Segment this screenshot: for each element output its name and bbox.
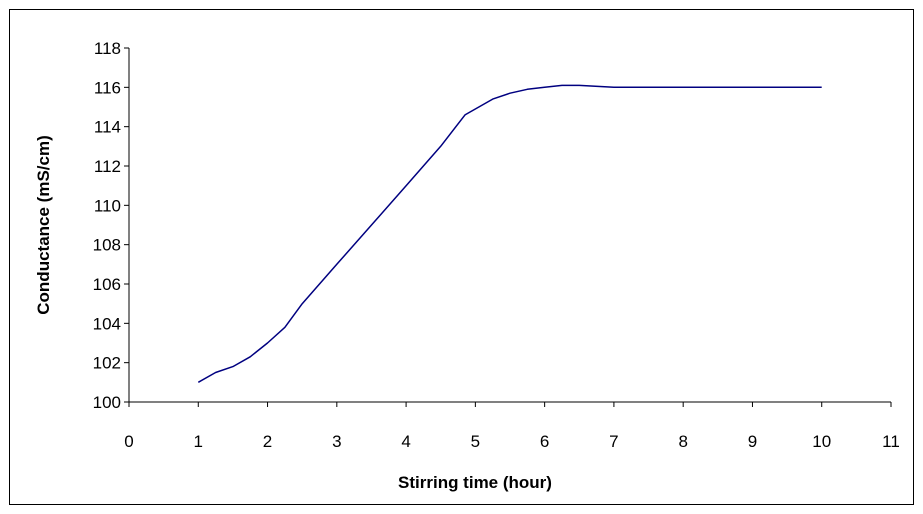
y-tick-label: 110 (94, 196, 121, 215)
chart-frame (9, 9, 914, 505)
x-tick-label: 7 (609, 432, 618, 451)
y-tick-label: 102 (93, 354, 121, 373)
series-layer (197, 84, 822, 383)
series-line-0 (197, 84, 822, 383)
x-axis-title: Stirring time (hour) (398, 473, 552, 492)
x-tick-label: 8 (678, 432, 687, 451)
x-tick-label: 3 (332, 432, 341, 451)
x-axis-ticks: 0 1 2 3 4 5 6 7 8 9 10 11 (124, 402, 900, 451)
x-tick-label: 4 (401, 432, 410, 451)
x-tick-label: 1 (194, 432, 203, 451)
y-tick-label: 114 (94, 118, 121, 137)
x-tick-label: 0 (124, 432, 133, 451)
y-tick-label: 118 (94, 39, 121, 58)
y-tick-label: 104 (93, 314, 121, 333)
y-axis-title: Conductance (mS/cm) (34, 135, 53, 314)
x-tick-label: 11 (882, 432, 900, 451)
y-tick-label: 106 (93, 275, 121, 294)
y-tick-label: 116 (94, 78, 121, 97)
y-tick-label: 100 (93, 393, 121, 412)
x-tick-label: 10 (812, 432, 831, 451)
y-axis-ticks: 100 102 104 106 108 110 112 114 116 118 (93, 39, 129, 412)
x-tick-label: 2 (263, 432, 272, 451)
x-tick-label: 9 (748, 432, 757, 451)
y-tick-label: 108 (93, 236, 121, 255)
y-tick-label: 112 (94, 157, 121, 176)
x-tick-label: 6 (540, 432, 549, 451)
x-tick-label: 5 (471, 432, 480, 451)
